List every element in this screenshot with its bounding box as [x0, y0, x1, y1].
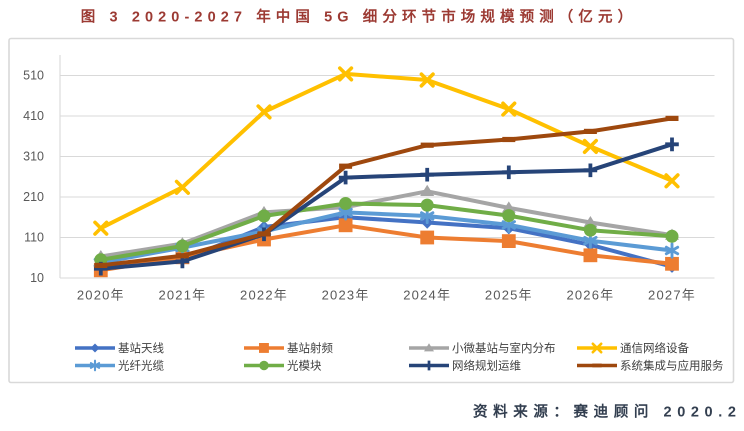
svg-text:图 3 2020-2027 年中国 5G 细分环节市场规模预: 图 3 2020-2027 年中国 5G 细分环节市场规模预测（亿元） — [81, 8, 637, 26]
svg-text:光纤光缆: 光纤光缆 — [118, 359, 164, 373]
svg-text:10: 10 — [30, 271, 44, 285]
svg-text:2024年: 2024年 — [403, 288, 451, 303]
svg-text:410: 410 — [23, 109, 44, 123]
svg-text:网络规划运维: 网络规划运维 — [452, 359, 521, 373]
svg-text:2022年: 2022年 — [240, 288, 288, 303]
svg-text:2020年: 2020年 — [77, 288, 125, 303]
svg-text:通信网络设备: 通信网络设备 — [620, 341, 689, 355]
svg-text:小微基站与室内分布: 小微基站与室内分布 — [452, 341, 556, 355]
svg-text:2025年: 2025年 — [485, 288, 533, 303]
svg-text:310: 310 — [23, 150, 44, 164]
svg-text:基站天线: 基站天线 — [118, 341, 164, 355]
svg-text:基站射频: 基站射频 — [287, 341, 333, 355]
svg-text:510: 510 — [23, 69, 44, 83]
svg-text:2027年: 2027年 — [648, 288, 696, 303]
svg-text:2026年: 2026年 — [566, 288, 614, 303]
svg-text:光模块: 光模块 — [287, 359, 322, 373]
svg-text:2021年: 2021年 — [158, 288, 206, 303]
svg-text:系统集成与应用服务: 系统集成与应用服务 — [620, 359, 724, 373]
svg-text:110: 110 — [24, 231, 44, 245]
svg-text:210: 210 — [23, 190, 44, 204]
svg-text:资料来源：赛迪顾问 2020.2: 资料来源：赛迪顾问 2020.2 — [473, 403, 741, 421]
svg-text:2023年: 2023年 — [322, 288, 370, 303]
